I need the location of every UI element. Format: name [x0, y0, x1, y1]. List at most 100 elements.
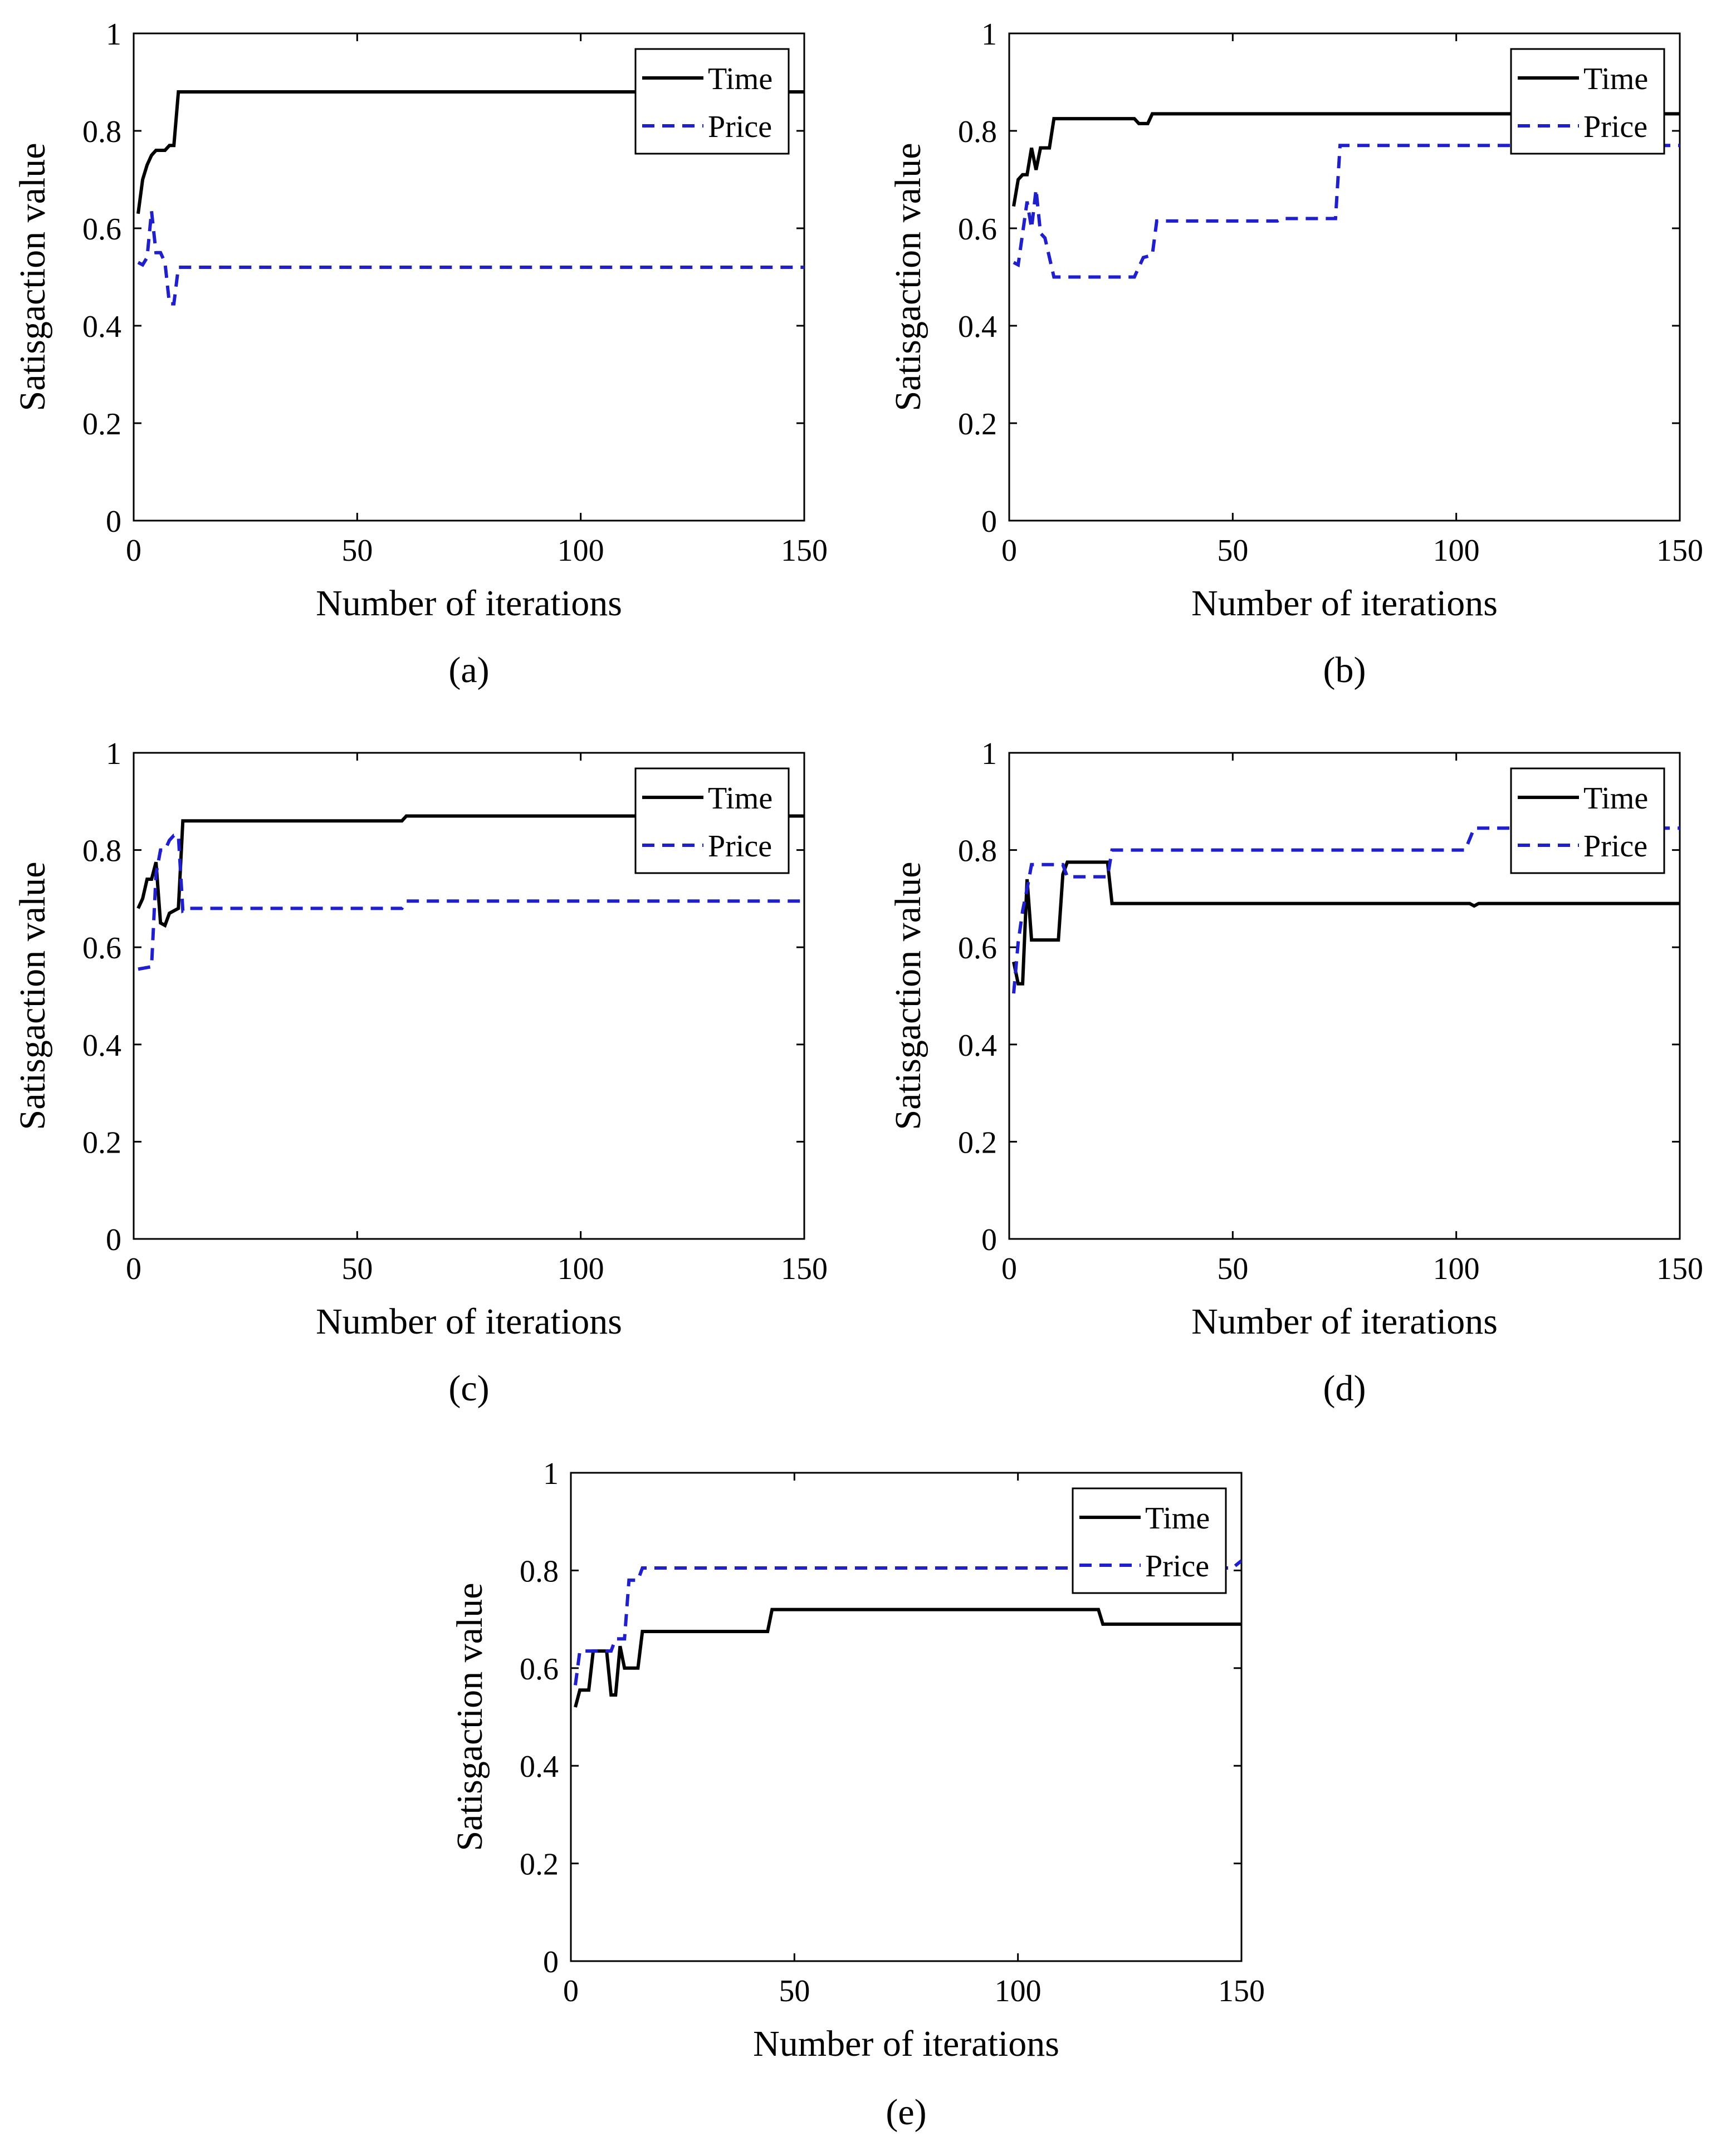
- panel-b-axes-box: [1008, 32, 1681, 522]
- panel-d-x-axis-label: Number of iterations: [1191, 1301, 1498, 1342]
- panel-a-x-tick-label: 50: [341, 533, 373, 568]
- panel-c-y-tick-label: 0: [106, 1223, 121, 1257]
- panel-a-y-tick-label: 1: [106, 17, 121, 52]
- panel-c-y-tick-label: 0.4: [82, 1028, 121, 1063]
- panel-e-y-tick-label: 0.6: [520, 1652, 559, 1687]
- panel-a: 0 50 100 150 0 0.2 0.4 0.6 0.8 1 Number of iterati…: [12, 17, 828, 690]
- panel-b-series-price-line: [1013, 144, 1680, 279]
- panel-a-y-tick-label: 0: [106, 504, 121, 539]
- panel-e-x-tick-label: 150: [1218, 1974, 1265, 2008]
- panel-e-y-tick-label: 0.2: [520, 1848, 559, 1882]
- panel-b-y-tick-label: 0.8: [958, 115, 997, 149]
- panel-e-x-axis-label: Number of iterations: [753, 2023, 1059, 2064]
- panel-d: 0 50 100 150 0 0.2 0.4 0.6 0.8 1 Number of iterati…: [888, 737, 1703, 1409]
- panel-a-caption: (a): [448, 650, 489, 690]
- panel-e-x-tick-label: 50: [779, 1974, 810, 2008]
- panel-d-caption: (d): [1323, 1368, 1366, 1409]
- panel-a-x-axis-label: Number of iterations: [316, 583, 622, 624]
- panel-b-y-axis-label: Satisgaction value: [888, 143, 928, 411]
- panel-c-y-tick-label: 0.8: [82, 834, 121, 869]
- panel-e-x-tick-label: 0: [563, 1974, 579, 2008]
- panel-d-legend-label-time: Time: [1583, 781, 1648, 816]
- panel-a-series-price-line: [137, 211, 804, 306]
- panel-e-series-time-line: [574, 1608, 1241, 1708]
- panel-c-y-tick-label: 1: [106, 737, 121, 771]
- panel-a-series-time-line: [136, 90, 804, 214]
- panel-d-x-tick-label: 50: [1217, 1252, 1248, 1286]
- panel-c-legend: Time Price: [634, 767, 790, 874]
- panel-e-caption: (e): [886, 2092, 926, 2133]
- panel-e-legend-box: [1072, 1487, 1227, 1594]
- panel-e-y-tick-label: 0.4: [520, 1750, 559, 1784]
- panel-c-y-tick-label: 0.6: [82, 931, 121, 966]
- panel-d-axes-box: [1008, 752, 1681, 1240]
- panel-e-series-price-line: [574, 1559, 1241, 1685]
- panel-b-series-time-line: [1012, 112, 1680, 207]
- panel-e: 0 50 100 150 0 0.2 0.4 0.6 0.8 1 Number of iterati…: [449, 1457, 1265, 2133]
- panel-e-x-tick-label: 100: [995, 1974, 1042, 2008]
- panel-e-y-tick-label: 0: [543, 1945, 559, 1979]
- panel-b-x-axis-label: Number of iterations: [1191, 583, 1498, 624]
- panel-a-legend-label-price: Price: [708, 110, 772, 144]
- panel-d-y-tick-label: 0.6: [958, 931, 997, 966]
- panel-e-legend-label-time: Time: [1145, 1501, 1210, 1536]
- panel-c-series-price-line: [138, 834, 804, 971]
- panel-d-x-tick-label: 100: [1433, 1252, 1480, 1286]
- panel-a-x-tick-label: 100: [558, 533, 604, 568]
- panel-b-y-tick-label: 0.6: [958, 212, 997, 247]
- panel-b-legend: Time Price: [1510, 48, 1665, 155]
- panel-d-y-axis-label: Satisgaction value: [888, 861, 928, 1130]
- panel-a-legend-box: [634, 48, 790, 155]
- panel-c-legend-box: [634, 767, 790, 874]
- panel-c-x-tick-label: 50: [341, 1252, 373, 1286]
- panel-c-x-axis-label: Number of iterations: [316, 1301, 622, 1342]
- panel-c-series-time-line: [136, 814, 804, 928]
- panel-b-caption: (b): [1323, 650, 1366, 690]
- panel-a-legend-label-time: Time: [708, 62, 773, 96]
- panel-b-y-tick-label: 0.2: [958, 407, 997, 442]
- panel-a-y-tick-label: 0.6: [82, 212, 121, 247]
- panel-e-legend: Time Price: [1072, 1487, 1227, 1594]
- panel-d-series-time-line: [1012, 860, 1680, 986]
- panel-d-y-tick-label: 0: [981, 1223, 997, 1257]
- panel-d-legend-box: [1510, 767, 1665, 874]
- panel-c-x-tick-label: 150: [781, 1252, 828, 1286]
- panel-b-legend-label-price: Price: [1583, 110, 1647, 144]
- panel-c-legend-label-price: Price: [708, 829, 772, 864]
- panel-a-y-tick-label: 0.8: [82, 115, 121, 149]
- panel-b-x-tick-label: 50: [1217, 533, 1248, 568]
- panel-e-y-tick-label: 1: [543, 1457, 559, 1491]
- panel-c: 0 50 100 150 0 0.2 0.4 0.6 0.8 1 Number of iterati…: [12, 737, 828, 1409]
- panel-c-x-tick-label: 0: [126, 1252, 141, 1286]
- panel-e-y-tick-label: 0.8: [520, 1554, 559, 1589]
- panel-a-y-tick-label: 0.4: [82, 310, 121, 344]
- panel-b-y-tick-label: 1: [981, 17, 997, 52]
- panel-d-y-tick-label: 0.4: [958, 1028, 997, 1063]
- panel-a-x-tick-label: 0: [126, 533, 141, 568]
- panel-b-legend-label-time: Time: [1583, 62, 1648, 96]
- panel-c-y-tick-label: 0.2: [82, 1125, 121, 1160]
- panel-e-y-axis-label: Satisgaction value: [449, 1582, 490, 1851]
- panel-b-y-tick-label: 0.4: [958, 310, 997, 344]
- panel-d-y-tick-label: 0.2: [958, 1125, 997, 1160]
- panel-e-legend-label-price: Price: [1145, 1549, 1209, 1584]
- panel-c-axes-box: [133, 752, 805, 1240]
- panel-d-series-price-line: [1012, 826, 1680, 994]
- panel-c-legend-label-time: Time: [708, 781, 773, 816]
- panel-a-axes-box: [133, 32, 805, 522]
- panel-b-x-tick-label: 0: [1001, 533, 1017, 568]
- panel-a-legend: Time Price: [634, 48, 790, 155]
- panel-c-caption: (c): [448, 1368, 489, 1409]
- panel-b-x-tick-label: 150: [1656, 533, 1703, 568]
- panel-a-x-tick-label: 150: [781, 533, 828, 568]
- panel-b-y-tick-label: 0: [981, 504, 997, 539]
- panel-c-x-tick-label: 100: [558, 1252, 604, 1286]
- panel-d-legend: Time Price: [1510, 767, 1665, 874]
- panel-a-y-axis-label: Satisgaction value: [12, 143, 53, 411]
- panel-d-x-tick-label: 0: [1001, 1252, 1017, 1286]
- panel-a-y-tick-label: 0.2: [82, 407, 121, 442]
- panel-d-x-tick-label: 150: [1656, 1252, 1703, 1286]
- panel-e-axes-box: [570, 1472, 1243, 1962]
- panel-d-legend-label-price: Price: [1583, 829, 1647, 864]
